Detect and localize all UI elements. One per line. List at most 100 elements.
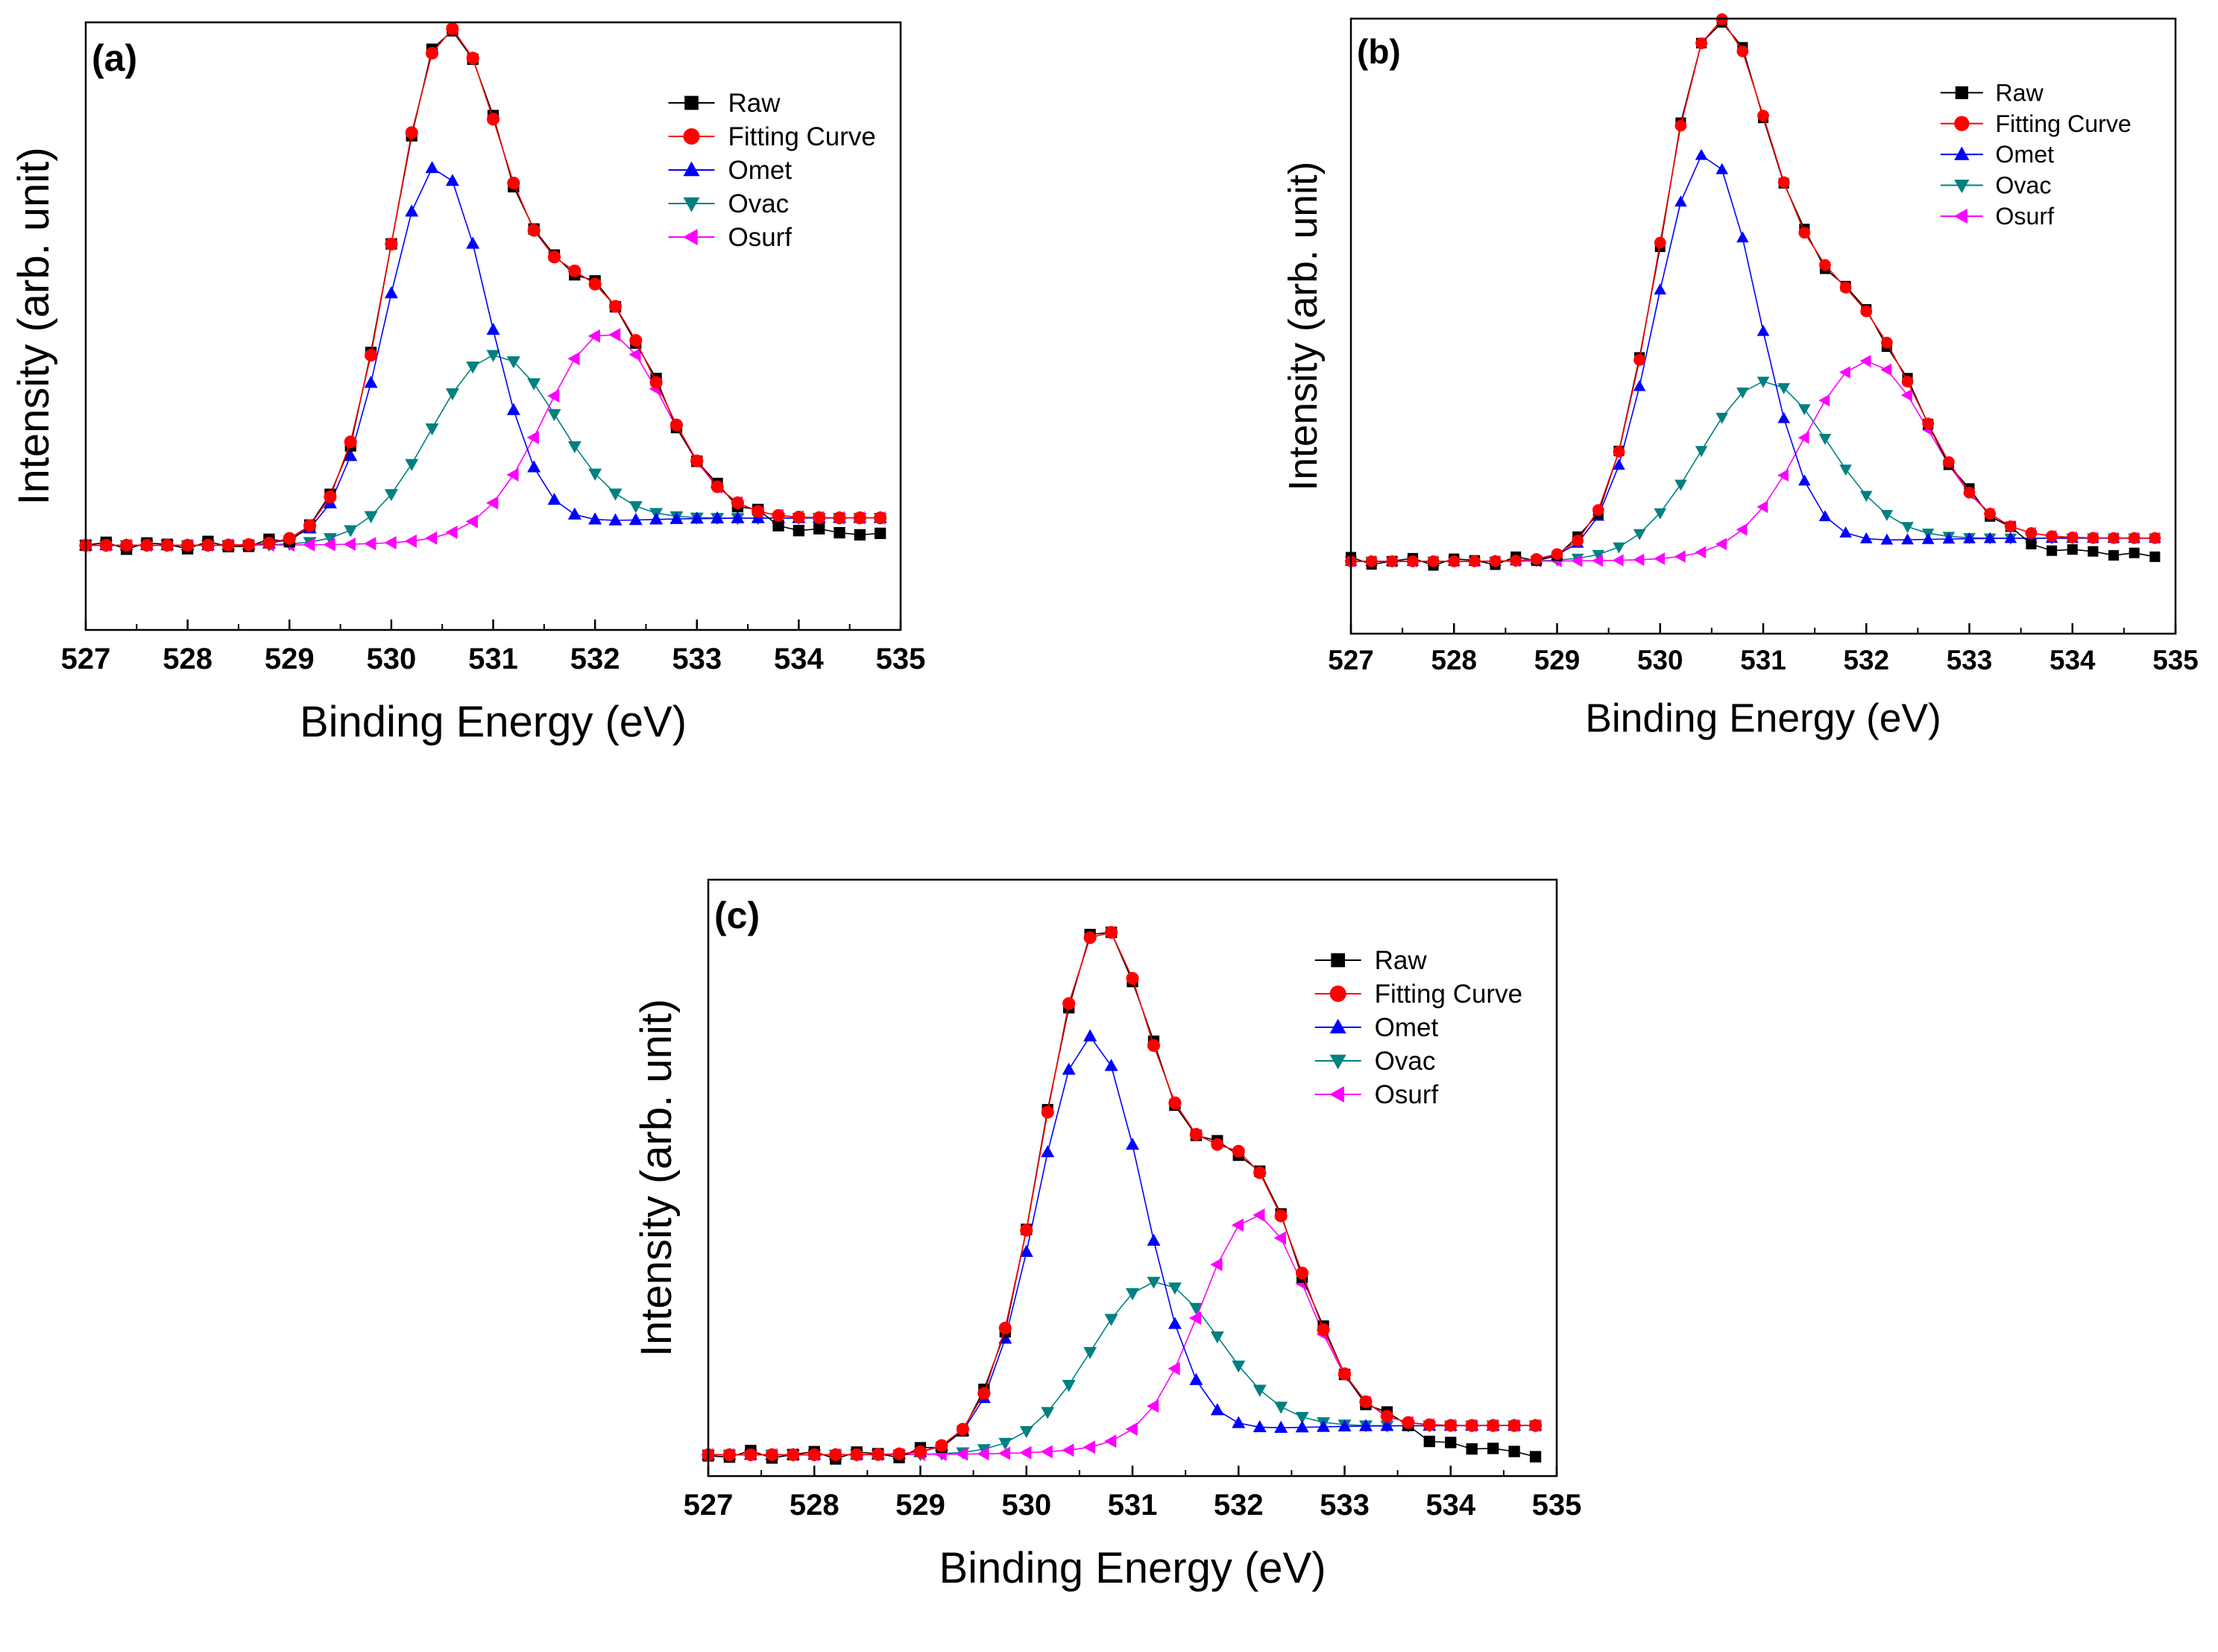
data-point	[744, 1448, 757, 1461]
series-ovac	[702, 1276, 1543, 1462]
x-tick-label: 534	[2050, 645, 2096, 675]
data-point	[1019, 1425, 1033, 1439]
legend-marker	[1954, 179, 1970, 194]
data-point	[1232, 1144, 1245, 1158]
x-tick-label: 535	[2152, 645, 2198, 675]
data-point	[772, 520, 784, 532]
data-point	[385, 237, 398, 251]
legend-marker	[1955, 86, 1968, 99]
data-point	[1083, 1029, 1097, 1041]
x-tick-label: 531	[1108, 1489, 1158, 1522]
data-point	[405, 126, 418, 139]
legend-marker	[1329, 986, 1346, 1002]
data-point	[1633, 379, 1646, 391]
data-point	[853, 511, 866, 525]
legend-marker	[683, 197, 700, 212]
legend-marker	[1954, 146, 1970, 160]
data-point	[99, 538, 113, 552]
data-point	[262, 536, 276, 550]
data-point	[1188, 1311, 1202, 1325]
data-point	[913, 1445, 927, 1459]
panel-label: (b)	[1357, 32, 1401, 71]
data-point	[1062, 1062, 1076, 1075]
data-point	[1900, 388, 1912, 402]
data-point	[466, 236, 480, 249]
data-point	[1444, 1419, 1458, 1432]
data-point	[466, 361, 480, 374]
data-point	[2108, 549, 2120, 561]
data-point	[384, 286, 398, 299]
data-point	[690, 454, 704, 467]
data-point	[486, 350, 500, 362]
data-point	[792, 511, 805, 524]
data-point	[1147, 1276, 1161, 1289]
data-point	[1020, 1223, 1033, 1237]
legend-item-fitting-curve: Fitting Curve	[668, 122, 876, 151]
data-point	[547, 409, 561, 421]
legend-label: Osurf	[1995, 203, 2054, 230]
legend-marker	[1329, 1086, 1344, 1103]
data-point	[690, 511, 704, 524]
data-point	[1083, 1440, 1095, 1454]
data-point	[731, 511, 745, 523]
data-point	[1695, 546, 1707, 559]
data-point	[2025, 527, 2038, 539]
data-point	[486, 322, 500, 335]
data-point	[242, 538, 256, 552]
data-point	[1654, 552, 1665, 565]
x-tick-label: 527	[1328, 645, 1373, 675]
data-point	[160, 538, 174, 552]
data-point	[1818, 510, 1832, 522]
data-point	[998, 1437, 1012, 1450]
data-point	[1777, 382, 1790, 394]
data-point	[587, 329, 600, 343]
data-point	[977, 1387, 991, 1400]
data-point	[998, 1446, 1011, 1460]
data-point	[404, 534, 417, 548]
data-point	[628, 501, 643, 514]
data-point	[2128, 532, 2140, 544]
data-point	[711, 511, 725, 524]
data-point	[1674, 119, 1687, 132]
data-point	[1963, 532, 1976, 543]
data-point	[1654, 508, 1667, 520]
legend-item-ovac: Ovac	[1314, 1047, 1435, 1076]
legend-label: Fitting Curve	[728, 122, 875, 151]
legend-item-fitting-curve: Fitting Curve	[1940, 110, 2132, 137]
data-point	[1253, 1419, 1267, 1433]
data-point	[384, 536, 397, 550]
x-tick-label: 528	[790, 1489, 839, 1522]
data-point	[1274, 1402, 1288, 1414]
data-point	[1654, 283, 1667, 294]
data-point	[935, 1439, 948, 1452]
data-point	[670, 418, 683, 432]
legend-item-ovac: Ovac	[668, 189, 789, 218]
data-point	[1427, 555, 1440, 567]
chart-panel-3: 527 528 529 530 531 532 533 534 535 Binding Energ…	[632, 878, 1581, 1592]
data-point	[807, 1448, 821, 1461]
data-point	[465, 514, 478, 529]
legend-marker	[683, 128, 700, 145]
data-point	[875, 527, 886, 540]
legend-item-raw: Raw	[1314, 946, 1427, 975]
data-point	[772, 508, 785, 522]
data-point	[628, 347, 641, 362]
data-point	[1402, 1416, 1415, 1429]
series-ovac	[1344, 376, 2161, 568]
data-point	[1231, 1218, 1244, 1232]
data-point	[1317, 1323, 1330, 1337]
data-point	[1777, 412, 1790, 423]
data-point	[1592, 554, 1604, 567]
data-point	[2088, 546, 2099, 557]
data-point	[1274, 1420, 1288, 1433]
data-point	[1168, 1282, 1182, 1295]
data-point	[1274, 1209, 1288, 1223]
x-tick-label: 530	[1637, 645, 1683, 675]
data-point	[2004, 532, 2017, 543]
data-point	[1859, 491, 1873, 502]
data-point	[344, 525, 358, 537]
x-tick-label: 532	[1214, 1489, 1264, 1522]
data-point	[2046, 530, 2058, 543]
x-tick-label: 528	[163, 643, 212, 675]
data-point	[1448, 555, 1461, 567]
